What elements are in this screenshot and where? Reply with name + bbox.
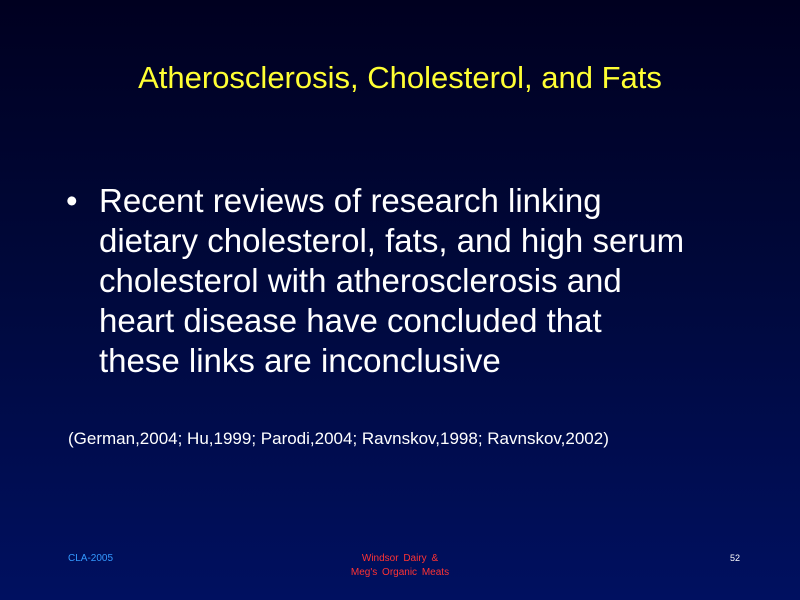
bullet-line: Recent reviews of research linking: [99, 182, 602, 219]
footer-center-label: Windsor Dairy & Meg's Organic Meats: [300, 552, 500, 580]
bullet-marker: •: [66, 182, 78, 219]
slide-title: Atherosclerosis, Cholesterol, and Fats: [138, 60, 662, 95]
bullet-item: • Recent reviews of research linking die…: [66, 181, 756, 381]
footer-center-line: Meg's Organic Meats: [350, 567, 450, 578]
footer-center-line: Windsor Dairy &: [361, 553, 439, 564]
slide-number: 52: [729, 553, 740, 563]
bullet-line: cholesterol with atherosclerosis and: [99, 262, 622, 299]
citation-text: (German,2004; Hu,1999; Parodi,2004; Ravn…: [68, 429, 609, 448]
bullet-line: these links are inconclusive: [99, 342, 501, 379]
footer-left-label: CLA-2005: [68, 553, 114, 564]
bullet-text: Recent reviews of research linking dieta…: [99, 181, 756, 381]
bullet-line: heart disease have concluded that: [99, 302, 602, 339]
bullet-line: dietary cholesterol, fats, and high seru…: [99, 222, 685, 259]
